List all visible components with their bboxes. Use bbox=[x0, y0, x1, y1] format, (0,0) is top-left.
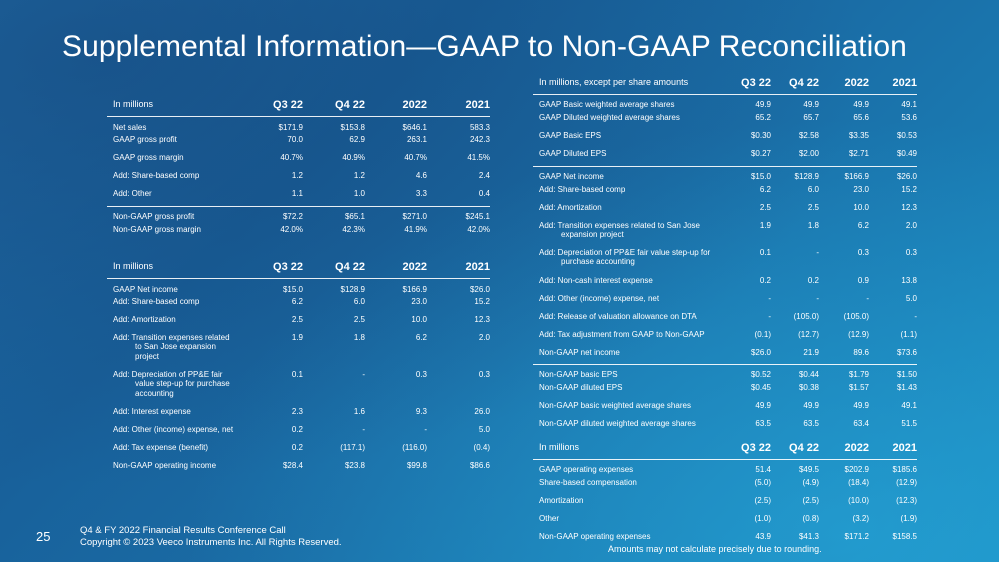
table-row: Add: Other (income) expense, net 0.2- -5.0 bbox=[113, 424, 490, 434]
table-row: GAAP Basic EPS $0.30 $2.58 $3.35 $0.53 bbox=[539, 130, 917, 140]
table-row: Add: Tax expense (benefit) 0.2 (117.1) (116… bbox=[113, 442, 490, 452]
table-row: Non-GAAP gross profit $72.2 $65.1 $271.0 $24… bbox=[107, 206, 490, 225]
table-header: In millions Q3 22 Q4 22 2022 2021 bbox=[107, 97, 490, 117]
table-row: Non-GAAP basic EPS $0.52 $0.44 $1.79 $1.50 bbox=[533, 364, 917, 383]
table-header: In millions Q3 22 Q4 22 2022 2021 bbox=[533, 440, 917, 460]
table-row: Add: Tax adjustment from GAAP to Non-GAA… bbox=[539, 329, 917, 339]
table-row: GAAP Diluted weighted average shares 65.2… bbox=[539, 112, 917, 122]
table-row: GAAP Diluted EPS $0.27 $2.00 $2.71 $0.49 bbox=[539, 148, 917, 158]
table-row: GAAP gross margin 40.7% 40.9% 40.7% 41.5% bbox=[113, 152, 490, 162]
page-number: 25 bbox=[36, 529, 51, 544]
table-header: In millions, except per share amounts Q3… bbox=[533, 75, 917, 95]
table-row: Add: Other 1.1 1.0 3.3 0.4 bbox=[113, 188, 490, 198]
table-row: Amortization (2.5) (2.5) (10.0) (12.3) bbox=[539, 495, 917, 505]
table-row: Add: Amortization 2.5 2.5 10.0 12.3 bbox=[539, 202, 917, 212]
table-row: Non-GAAP diluted EPS $0.45 $0.38 $1.57 $1.43 bbox=[539, 382, 917, 392]
table-row: Non-GAAP operating income $28.4 $23.8 $99.8… bbox=[113, 460, 490, 470]
table-row: Add: Share-based comp 6.2 6.0 23.0 15.2 bbox=[113, 296, 490, 306]
footer-line-1: Q4 & FY 2022 Financial Results Conferenc… bbox=[80, 525, 286, 536]
table-row: GAAP operating expenses 51.4 $49.5 $202.9 $1… bbox=[539, 465, 917, 474]
operating-expenses-table: In millions Q3 22 Q4 22 2022 2021 GAAP o… bbox=[533, 440, 917, 544]
table-row: GAAP Basic weighted average shares 49.9 49… bbox=[539, 100, 917, 109]
table-row: Non-GAAP gross margin 42.0% 42.3% 41.9% 42.0… bbox=[113, 224, 490, 234]
gross-profit-table: In millions Q3 22 Q4 22 2022 2021 Net sa… bbox=[107, 97, 490, 243]
table-row: Other (1.0) (0.8) (3.2) (1.9) bbox=[539, 513, 917, 523]
table-row: GAAP Net income $15.0 $128.9 $166.9 $26.0 bbox=[113, 285, 490, 294]
table-row: Add: Transition expenses related to San … bbox=[539, 220, 917, 240]
table-row: Add: Transition expenses related to San J… bbox=[113, 332, 490, 361]
table-row: Non-GAAP diluted weighted average shares… bbox=[539, 418, 917, 428]
table-row: Non-GAAP basic weighted average shares 49… bbox=[539, 400, 917, 410]
table-row: Add: Depreciation of PP&E fair value ste… bbox=[539, 247, 917, 267]
table-row: Net sales $171.9 $153.8 $646.1 583.3 bbox=[113, 123, 490, 132]
table-row: Non-GAAP operating expenses 43.9 $41.3 $171… bbox=[539, 531, 917, 541]
table-row: Add: Non-cash interest expense 0.2 0.2 0.9 1… bbox=[539, 275, 917, 285]
table-row: Non-GAAP net income $26.0 21.9 89.6 $73.6 bbox=[539, 347, 917, 357]
table-row: Add: Amortization 2.5 2.5 10.0 12.3 bbox=[113, 314, 490, 324]
page-title: Supplemental Information—GAAP to Non-GAA… bbox=[62, 30, 907, 63]
table-row: Add: Depreciation of PP&E fair value step… bbox=[113, 369, 490, 398]
rounding-note: Amounts may not calculate precisely due … bbox=[608, 544, 822, 554]
footer-text: Q4 & FY 2022 Financial Results Conferenc… bbox=[80, 525, 342, 549]
footer-line-2: Copyright © 2023 Veeco Instruments Inc. … bbox=[80, 537, 342, 548]
table-row: GAAP Net income $15.0 $128.9 $166.9 $26.0 bbox=[533, 166, 917, 185]
table-row: Add: Interest expense 2.3 1.6 9.3 26.0 bbox=[113, 406, 490, 416]
table-row: Add: Share-based comp 6.2 6.0 23.0 15.2 bbox=[539, 184, 917, 194]
table-row: Share-based compensation (5.0) (4.9) (18.4)… bbox=[539, 477, 917, 487]
table-row: Add: Share-based comp 1.2 1.2 4.6 2.4 bbox=[113, 170, 490, 180]
table-row: GAAP gross profit 70.0 62.9 263.1 242.3 bbox=[113, 134, 490, 144]
table-header: In millions Q3 22 Q4 22 2022 2021 bbox=[107, 259, 490, 279]
operating-income-table: In millions Q3 22 Q4 22 2022 2021 GAAP N… bbox=[107, 259, 490, 479]
net-income-eps-table: In millions, except per share amounts Q3… bbox=[533, 75, 917, 433]
table-row: Add: Other (income) expense, net - - -5.0 bbox=[539, 293, 917, 303]
table-row: Add: Release of valuation allowance on D… bbox=[539, 311, 917, 321]
